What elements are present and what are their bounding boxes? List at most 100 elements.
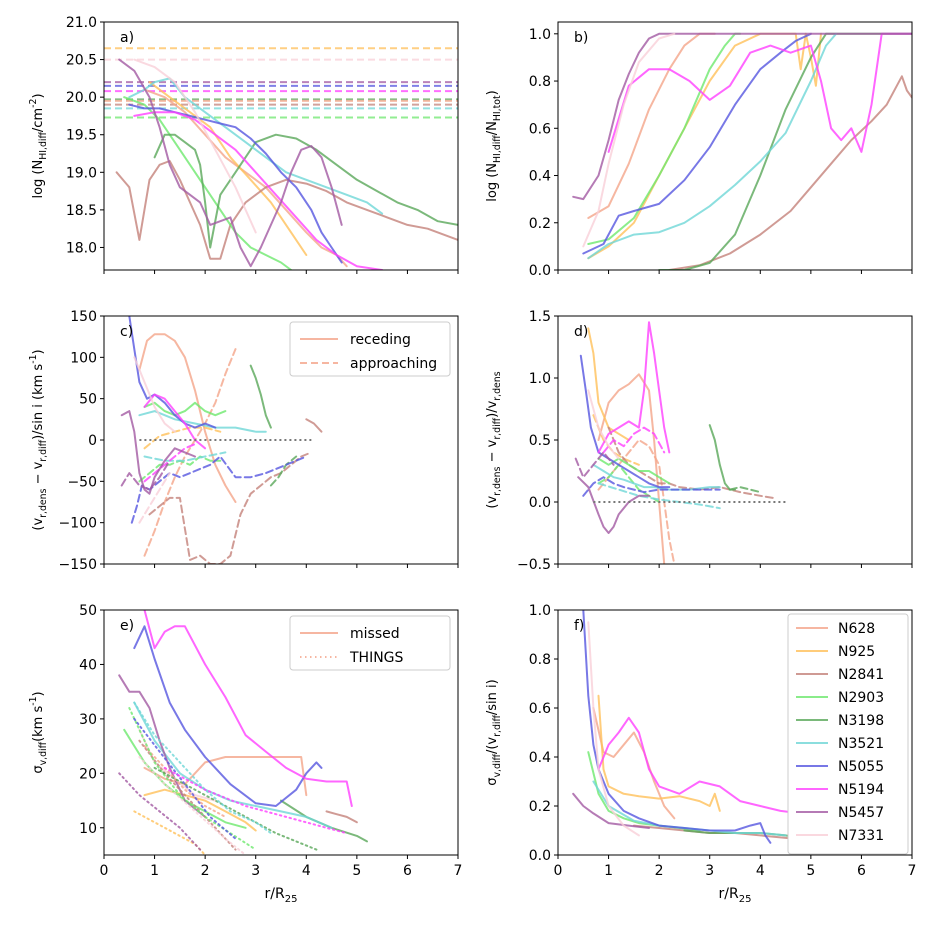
- series-N5457-dashed: [120, 459, 171, 491]
- legend-label: receding: [350, 332, 411, 348]
- label-part: r,diff: [492, 417, 503, 439]
- y-tick-label: 0.2: [529, 799, 551, 815]
- panel-b: 0.0 0.2 0.4 0.6 0.8 1.0 b) log (NHI,diff/NHI,to…: [485, 21, 913, 279]
- plot-area: [574, 321, 786, 564]
- panel-label: f): [574, 618, 584, 634]
- label-part: r,dens: [492, 371, 503, 400]
- legend-label: N628: [838, 621, 875, 637]
- x-tick-label: 1: [604, 863, 613, 879]
- y-tick-label: 20.0: [66, 90, 97, 106]
- series-N925-dotted: [133, 810, 207, 855]
- series-N2841-dashed: [148, 451, 313, 564]
- series-N3521: [587, 32, 838, 260]
- label-part: -2: [28, 98, 39, 107]
- series-N5457: [120, 410, 196, 495]
- series-N3198: [153, 133, 458, 249]
- y-tick-label: 20.5: [66, 53, 97, 69]
- label-part: r,dens: [38, 488, 49, 517]
- plot-area: [104, 47, 458, 270]
- x-axis-label-main-right: r/R: [719, 886, 739, 902]
- series-N925: [143, 788, 257, 832]
- label-part: σ: [31, 765, 46, 773]
- y-tick-label: 18.5: [66, 203, 97, 219]
- panel-frame: [103, 609, 459, 856]
- y-axis-label: σv,diff/(vr,diff/sin i): [485, 679, 503, 785]
- label-part: )/sin i (km s: [31, 364, 46, 440]
- series-N5457: [118, 58, 343, 268]
- panel-label: e): [120, 618, 134, 634]
- series-N5055: [133, 625, 323, 807]
- series-N628-dashed: [143, 348, 237, 557]
- legend-label: N3521: [838, 736, 884, 752]
- label-part: -1: [28, 696, 39, 705]
- label-part: /sin i): [485, 679, 500, 715]
- label-part: )/v: [485, 400, 500, 417]
- series-N5194: [597, 321, 671, 454]
- series-N5055: [128, 316, 217, 429]
- series-N5194: [607, 32, 912, 153]
- series-N2841: [668, 75, 912, 270]
- y-tick-label: 0.4: [529, 750, 551, 766]
- y-tick-label: 1.5: [529, 309, 551, 325]
- y-tick-label: 0.8: [529, 74, 551, 90]
- x-axis-label-sub-right: 25: [739, 894, 752, 905]
- series-N5457-dashed: [574, 451, 615, 479]
- label-part: v,diff: [38, 741, 49, 765]
- series-N5055-dashed: [130, 455, 308, 524]
- legend-label: N2841: [838, 667, 884, 683]
- series-N5055-dotted: [133, 717, 237, 840]
- legend-label: approaching: [350, 356, 437, 372]
- panel-frame: [557, 21, 913, 271]
- series-N3521-dashed: [597, 482, 721, 510]
- x-tick-label: 3: [251, 863, 260, 879]
- label-part: r,diff: [38, 439, 49, 461]
- plot-area: [118, 610, 368, 855]
- series-N2903: [597, 457, 671, 485]
- series-N7331: [587, 621, 640, 837]
- series-N2903-dotted: [128, 707, 257, 851]
- plot-area: [120, 316, 323, 564]
- series-N5194-dashed: [143, 443, 196, 483]
- x-tick-label: 0: [554, 863, 563, 879]
- y-tick-label: 50: [79, 603, 97, 619]
- label-part: (v: [31, 518, 46, 531]
- series-N628: [143, 88, 348, 268]
- y-tick-label: 40: [79, 657, 97, 673]
- panel-frame: [557, 315, 913, 565]
- legend-label: N5457: [838, 805, 884, 821]
- series-N3198-dashed: [728, 486, 762, 494]
- y-tick-label: 20: [79, 766, 97, 782]
- series-N5194-dotted: [163, 766, 348, 835]
- series-N3198-dotted: [153, 766, 318, 851]
- series-N2841: [305, 418, 323, 433]
- label-part: (km s: [31, 706, 46, 742]
- y-tick-label: 150: [70, 309, 97, 325]
- series-N628: [138, 333, 237, 503]
- label-part: ): [31, 93, 46, 98]
- legend-label: THINGS: [349, 650, 404, 666]
- label-part: HI,tot: [492, 95, 503, 121]
- x-tick-label: 0: [100, 863, 109, 879]
- series-N3521-dashed: [143, 451, 227, 462]
- label-part: ): [485, 90, 500, 95]
- series-N2841-dotted: [138, 739, 237, 851]
- label-part: HI,diff: [492, 135, 503, 163]
- label-part: r,dens: [492, 466, 503, 495]
- y-tick-label: 1.0: [529, 27, 551, 43]
- y-tick-label: 0.5: [529, 433, 551, 449]
- series-N925: [148, 81, 308, 256]
- y-tick-label: 18.0: [66, 240, 97, 256]
- label-part: (v: [485, 496, 500, 509]
- x-tick-label: 2: [201, 863, 210, 879]
- y-tick-label: 0.8: [529, 652, 551, 668]
- y-tick-label: 10: [79, 821, 97, 837]
- label-part: ): [31, 349, 46, 354]
- series-N2903: [587, 32, 742, 245]
- y-axis-label: log (NHI,diff/cm-2): [28, 93, 49, 198]
- x-axis-label-left: r/R25: [265, 886, 298, 905]
- label-part: log (N: [31, 160, 46, 199]
- y-tick-label: 30: [79, 712, 97, 728]
- y-tick-label: 50: [79, 392, 97, 408]
- panel-label: c): [120, 324, 133, 340]
- plot-area: [572, 610, 812, 844]
